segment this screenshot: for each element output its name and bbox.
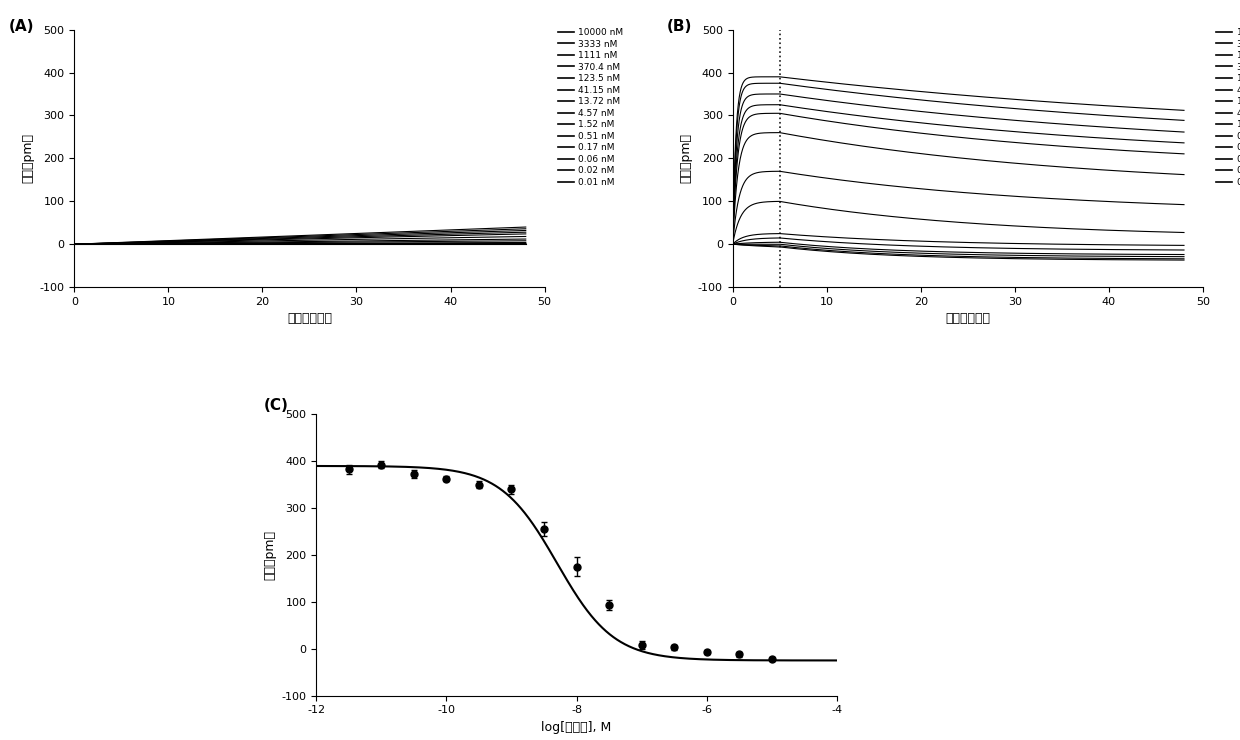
Text: (B): (B) [667,19,692,34]
Legend: 10000 nM, 3333 nM, 1111 nM, 370.4 nM, 123.5 nM, 41.15 nM, 13.72 nM, 4.57 nM, 1.5: 10000 nM, 3333 nM, 1111 nM, 370.4 nM, 12… [554,24,627,190]
X-axis label: 时间（分钟）: 时间（分钟） [286,312,332,326]
Y-axis label: 响应（pm）: 响应（pm） [21,133,35,184]
Y-axis label: 响应（pm）: 响应（pm） [680,133,692,184]
X-axis label: 时间（分钟）: 时间（分钟） [945,312,991,326]
Text: (C): (C) [264,397,289,412]
Legend: 10000 nM, 3333 nM, 1111 nM, 370.4 nM, 123.5 nM, 41.15 nM, 13.72 nM, 4.57 nM, 1.5: 10000 nM, 3333 nM, 1111 nM, 370.4 nM, 12… [1213,24,1240,190]
Y-axis label: 响应（pm）: 响应（pm） [263,530,277,580]
Text: (A): (A) [9,19,33,34]
X-axis label: log[化合物], M: log[化合物], M [542,721,611,734]
